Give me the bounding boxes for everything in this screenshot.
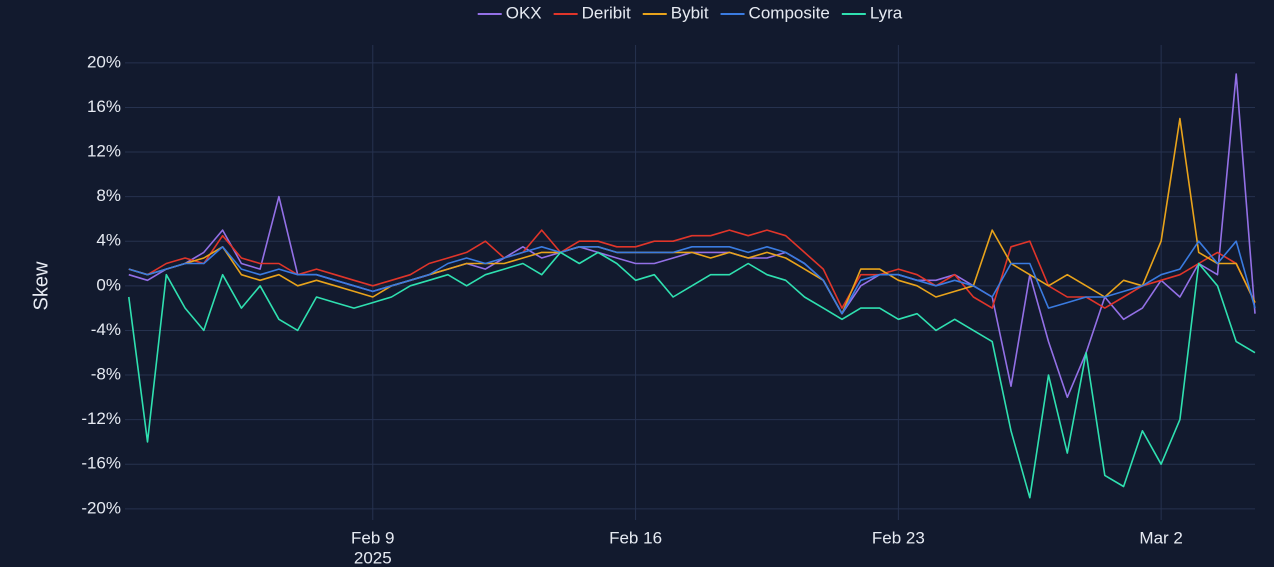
- legend-label: Lyra: [870, 3, 903, 22]
- y-tick-label: -8%: [91, 365, 121, 384]
- legend-label: Deribit: [582, 3, 631, 22]
- plot-lines: [128, 73, 1256, 499]
- y-tick-label: 0%: [96, 275, 121, 294]
- y-tick-label: -16%: [81, 454, 121, 473]
- y-tick-label: 16%: [87, 97, 121, 116]
- x-tick-label: Feb 16: [609, 528, 662, 547]
- legend-item: OKX: [477, 3, 542, 22]
- x-tick-label: Feb 9: [351, 528, 394, 547]
- y-tick-label: -4%: [91, 320, 121, 339]
- legend-label: Composite: [749, 3, 830, 22]
- y-tick-label: 8%: [96, 186, 121, 205]
- series-line: [128, 251, 1256, 499]
- y-tick-label: -12%: [81, 409, 121, 428]
- legend-label: OKX: [506, 3, 542, 22]
- y-axis-title: Skew: [30, 261, 52, 310]
- y-tick-label: 4%: [96, 231, 121, 250]
- legend-item: Composite: [720, 3, 830, 22]
- legend-label: Bybit: [671, 3, 709, 22]
- series-line: [128, 240, 1256, 315]
- y-tick-label: 20%: [87, 52, 121, 71]
- series-line: [128, 229, 1256, 309]
- legend: OKX Deribit Bybit Composite Lyra: [477, 3, 903, 22]
- legend-item: Bybit: [642, 3, 709, 22]
- y-tick-label: -20%: [81, 498, 121, 517]
- series-line: [128, 117, 1256, 315]
- y-tick-label: 12%: [87, 142, 121, 161]
- grid: [125, 45, 1255, 520]
- x-tick-label: Feb 23: [872, 528, 925, 547]
- legend-item: Deribit: [553, 3, 631, 22]
- x-axis-year: 2025: [354, 548, 392, 567]
- legend-item: Lyra: [841, 3, 903, 22]
- x-tick-label: Mar 2: [1139, 528, 1182, 547]
